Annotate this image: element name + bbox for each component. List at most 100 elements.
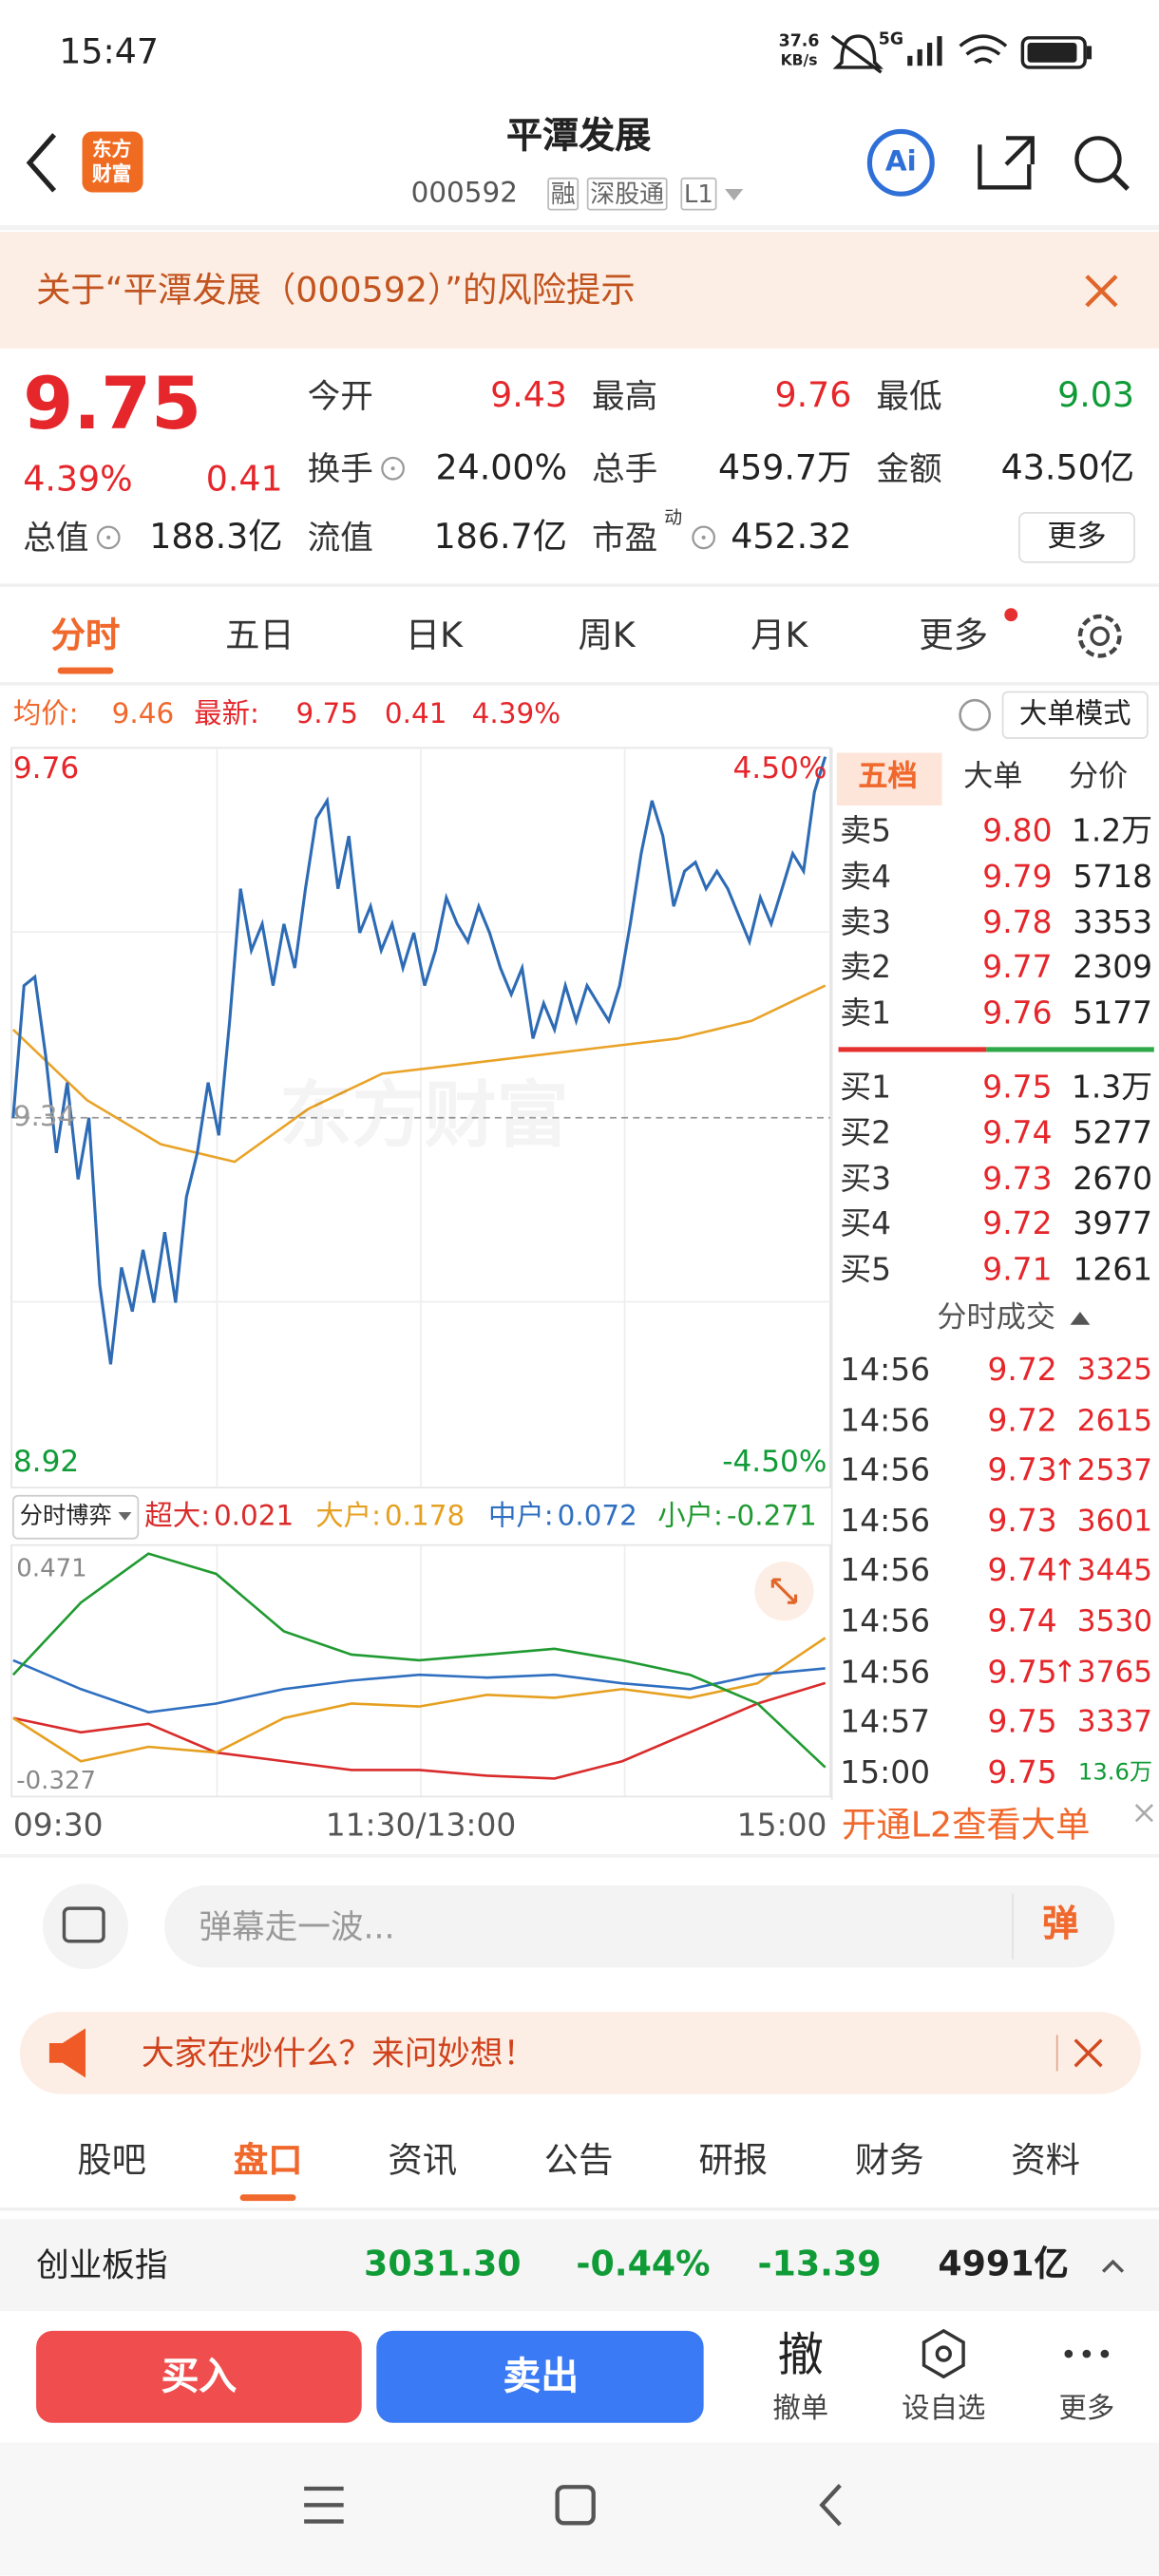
chart-tab[interactable]: 分时 [50, 615, 121, 655]
close-icon[interactable] [1074, 2038, 1103, 2068]
net-speed-unit: KB/s [780, 53, 818, 70]
home-button[interactable] [555, 2485, 596, 2526]
more-icon [1100, 2349, 1110, 2358]
more-button-label[interactable]: 更多 [1047, 520, 1107, 555]
signal [927, 42, 933, 66]
battery-level [1027, 42, 1077, 63]
promo-banner[interactable] [19, 2012, 1141, 2094]
chart-tab[interactable]: 五日 [225, 615, 294, 655]
watch-icon [935, 2345, 952, 2362]
bottom-tab[interactable]: 资料 [1011, 2140, 1080, 2181]
trade-price: 9.74 [987, 1603, 1057, 1640]
more-label[interactable]: 更多 [1058, 2393, 1115, 2426]
sort-icon[interactable] [1070, 1311, 1091, 1325]
battery-tip [1086, 46, 1092, 60]
signal [907, 55, 913, 66]
book-price: 9.71 [982, 1252, 1053, 1289]
stock-code: 000592 [410, 177, 518, 211]
more-icon[interactable] [1064, 2349, 1074, 2358]
settings-icon[interactable] [1077, 614, 1122, 658]
book-volume: 5718 [1073, 859, 1153, 896]
bottom-tab[interactable]: 盘口 [233, 2140, 303, 2181]
trade-time: 14:56 [840, 1553, 931, 1590]
bottom-tab[interactable]: 资讯 [388, 2140, 458, 2181]
watch-icon[interactable] [922, 2328, 965, 2379]
buy-button[interactable] [36, 2330, 362, 2423]
search-icon[interactable] [1074, 136, 1122, 183]
bottom-tab[interactable]: 股吧 [77, 2140, 147, 2181]
book-volume: 1.2万 [1071, 812, 1153, 849]
clock: 15:47 [59, 31, 160, 72]
chart-tab[interactable]: 更多 [919, 615, 989, 655]
back-icon[interactable] [26, 133, 57, 193]
legend-value: 0.072 [557, 1500, 637, 1534]
chart-tab[interactable]: 周K [578, 615, 636, 655]
danmaku-settings[interactable] [42, 1884, 128, 1970]
summary-last: 9.75 [295, 698, 359, 731]
danmaku-button[interactable]: 弹 [1042, 1904, 1079, 1946]
divider [0, 583, 1159, 587]
flow-line [12, 1658, 826, 1714]
index-bar[interactable] [0, 2219, 1159, 2312]
field-label: 今开 [307, 376, 373, 416]
trade-time: 14:56 [840, 1452, 931, 1489]
flow-selector-label[interactable]: 分时博弈 [19, 1503, 112, 1530]
book-price: 9.75 [982, 1069, 1053, 1106]
mode-button[interactable] [1001, 691, 1149, 739]
bid-bar [986, 1047, 1154, 1052]
flow-line [12, 1637, 826, 1763]
index-amount: 4991亿 [938, 2244, 1069, 2284]
book-tab[interactable]: 大单 [963, 759, 1023, 795]
change: 0.41 [205, 459, 283, 500]
bottom-tab[interactable]: 研报 [698, 2140, 769, 2181]
close-icon[interactable] [1085, 275, 1118, 308]
danmaku-input[interactable] [164, 1885, 1115, 1968]
chart-tab[interactable]: 日K [405, 615, 463, 655]
trade-time: 14:56 [840, 1654, 931, 1691]
close-icon[interactable] [1134, 1804, 1153, 1823]
mode-button-label[interactable]: 大单模式 [1018, 698, 1131, 731]
ai-label[interactable]: Ai [884, 145, 917, 180]
sell-button[interactable] [376, 2330, 704, 2423]
search-icon [1111, 172, 1130, 191]
book-tab[interactable]: 五档 [858, 759, 918, 795]
book-price: 9.80 [982, 812, 1053, 849]
bottom-tab[interactable]: 公告 [543, 2140, 614, 2181]
stock-tag: 深股通 [586, 177, 668, 211]
trade-volume: ↑2537 [1052, 1453, 1153, 1488]
chart-tab[interactable]: 月K [750, 615, 808, 655]
l2-banner[interactable]: 开通L2查看大单 [842, 1805, 1091, 1846]
last-price: 9.75 [23, 362, 202, 447]
back-button[interactable] [819, 2484, 842, 2527]
risk-banner[interactable] [0, 232, 1159, 349]
bottom-tab[interactable]: 财务 [854, 2140, 924, 2181]
cancel-label[interactable]: 撤单 [772, 2393, 829, 2426]
more-button[interactable] [1018, 512, 1135, 563]
flow-frame [10, 1544, 831, 1798]
risk-notice[interactable]: 关于“平潭发展（000592）”的风险提示 [36, 270, 636, 311]
menu-button[interactable] [304, 2486, 344, 2524]
watch-label[interactable]: 设自选 [902, 2393, 986, 2426]
book-tab[interactable]: 分价 [1068, 759, 1129, 795]
index-value: 3031.30 [364, 2244, 522, 2284]
dropdown-icon[interactable] [725, 189, 744, 201]
promo-text[interactable]: 大家在炒什么？来问妙想！ [141, 2033, 537, 2074]
danmaku-placeholder[interactable]: 弹幕走一波... [199, 1906, 395, 1946]
trade-price: 9.73 [987, 1503, 1057, 1540]
help-icon[interactable] [959, 698, 992, 731]
ai-icon[interactable] [866, 128, 935, 197]
settings-icon [1090, 626, 1111, 647]
y-max-label: 9.76 [12, 751, 80, 786]
info-icon [106, 535, 111, 540]
share-icon[interactable] [978, 136, 1035, 190]
buy-label[interactable]: 买入 [161, 2356, 238, 2399]
trade-volume: ↑3765 [1052, 1655, 1153, 1690]
flow-max-label: 0.471 [16, 1553, 87, 1583]
cancel-icon[interactable]: 撤 [777, 2327, 824, 2382]
summary-change: 0.41 [384, 698, 447, 731]
summary-avg: 9.46 [111, 698, 175, 731]
trades-title[interactable]: 分时成交 [937, 1300, 1055, 1335]
flow-selector[interactable] [11, 1494, 140, 1540]
sell-label[interactable]: 卖出 [503, 2356, 580, 2399]
signal [937, 36, 942, 66]
